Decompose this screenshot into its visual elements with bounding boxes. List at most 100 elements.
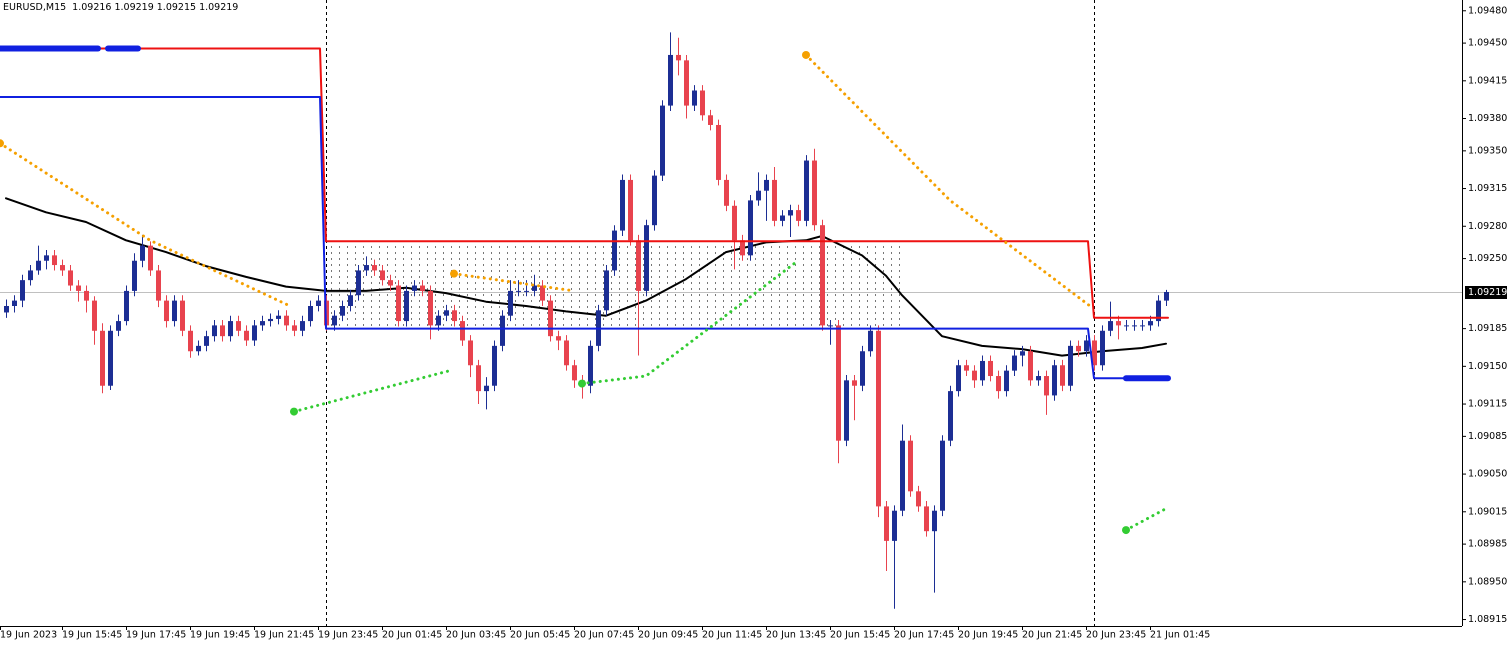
candle-body: [316, 300, 321, 306]
candle-body: [932, 510, 937, 532]
y-tick-label: 1.09015: [1468, 506, 1507, 517]
y-tick-label: 1.08915: [1468, 614, 1507, 625]
candle-body: [436, 315, 441, 326]
candle-body: [780, 215, 785, 221]
candle-body: [396, 285, 401, 322]
candle-body: [652, 175, 657, 226]
x-tick-label: 19 Jun 19:45: [190, 630, 250, 641]
candle-body: [76, 285, 81, 291]
candle-body: [268, 318, 273, 322]
candle-body: [484, 385, 489, 392]
candle-body: [1132, 325, 1137, 327]
x-tick-label: 19 Jun 15:45: [62, 630, 122, 641]
x-tick-label: 20 Jun 01:45: [382, 630, 442, 641]
candle-body: [132, 260, 137, 291]
candle-body: [1092, 340, 1097, 366]
candle-body: [836, 325, 841, 441]
y-tick-label: 1.09315: [1468, 183, 1507, 194]
x-tick-label: 19 Jun 2023: [0, 630, 57, 641]
candle-body: [356, 270, 361, 296]
candle-body: [1060, 365, 1065, 386]
candle-body: [1116, 321, 1121, 326]
candle-body: [308, 305, 313, 322]
indicator-line: [5, 197, 1167, 357]
x-tick-label: 20 Jun 05:45: [510, 630, 570, 641]
candle-body: [444, 310, 449, 316]
y-tick-label: 1.09085: [1468, 431, 1507, 442]
quote-open: 1.09216: [72, 2, 111, 13]
y-tick-label: 1.09450: [1468, 38, 1507, 49]
candle-body: [492, 345, 497, 386]
indicator-start-dot: [290, 407, 298, 416]
dotted-indicator-line: [0, 141, 292, 308]
candle-body: [628, 179, 633, 241]
x-tick-label: 20 Jun 03:45: [446, 630, 506, 641]
candle-body: [844, 380, 849, 441]
candle-body: [476, 365, 481, 392]
indicator-start-dot: [0, 139, 4, 148]
candle-body: [468, 340, 473, 366]
x-tick-label: 20 Jun 15:45: [830, 630, 890, 641]
candle-body: [252, 325, 257, 341]
candle-body: [92, 300, 97, 331]
candle-body: [812, 160, 817, 226]
candle-body: [692, 90, 697, 106]
y-tick-label: 1.09280: [1468, 221, 1507, 232]
candle-body: [668, 54, 673, 106]
x-tick-label: 20 Jun 17:45: [894, 630, 954, 641]
candle-body: [460, 321, 465, 341]
candle-body: [220, 325, 225, 337]
candle-body: [404, 290, 409, 322]
candle-body: [1108, 321, 1113, 331]
candle-body: [1148, 321, 1153, 326]
candle-body: [108, 330, 113, 386]
quote-high: 1.09219: [114, 2, 153, 13]
candle-body: [892, 510, 897, 541]
candle-body: [276, 315, 281, 319]
candle-body: [532, 285, 537, 291]
y-tick-label: 1.09415: [1468, 75, 1507, 86]
candle-body: [428, 290, 433, 326]
candle-body: [788, 210, 793, 216]
candle-body: [908, 440, 913, 492]
symbol-title: EURUSD,M15 1.09216 1.09219 1.09215 1.09219: [3, 2, 238, 13]
candle-body: [588, 345, 593, 386]
candle-body: [420, 285, 425, 291]
x-tick-label: 19 Jun 23:45: [318, 630, 378, 641]
candle-body: [100, 330, 105, 386]
candle-body: [740, 240, 745, 256]
x-tick-label: 20 Jun 09:45: [638, 630, 698, 641]
candle-body: [348, 295, 353, 306]
candle-body: [1156, 300, 1161, 322]
x-tick-label: 19 Jun 17:45: [126, 630, 186, 641]
candle-body: [340, 305, 345, 316]
candle-body: [44, 255, 49, 261]
candle-body: [28, 270, 33, 281]
candle-body: [1124, 325, 1129, 327]
y-tick-label: 1.08985: [1468, 539, 1507, 550]
x-tick-label: 20 Jun 19:45: [958, 630, 1018, 641]
candle-body: [284, 315, 289, 326]
candle-body: [684, 60, 689, 106]
candle-body: [660, 105, 665, 176]
candle-body: [1004, 370, 1009, 392]
candle-body: [764, 179, 769, 191]
candle-body: [772, 179, 777, 221]
candle-body: [556, 336, 561, 341]
candle-body: [724, 179, 729, 206]
indicator-line: [0, 47, 1169, 319]
candle-body: [924, 506, 929, 532]
candle-body: [708, 115, 713, 125]
candle-body: [1068, 345, 1073, 386]
candle-body: [212, 325, 217, 337]
x-tick-label: 20 Jun 07:45: [574, 630, 634, 641]
candle-body: [292, 325, 297, 331]
candle-body: [884, 506, 889, 541]
candle-body: [332, 315, 337, 326]
x-tick-label: 21 Jun 01:45: [1150, 630, 1210, 641]
candle-body: [948, 391, 953, 441]
candle-body: [700, 90, 705, 116]
indicator-start-dot: [450, 269, 458, 278]
candle-body: [180, 300, 185, 331]
candle-body: [620, 179, 625, 231]
